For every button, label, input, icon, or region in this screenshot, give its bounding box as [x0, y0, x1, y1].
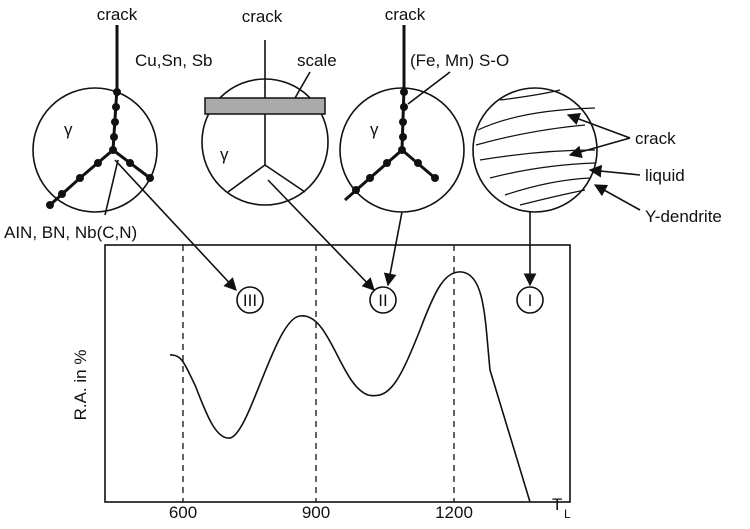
y-axis-label: R.A. in % — [71, 350, 90, 421]
plot-frame — [104, 244, 571, 503]
grain-sketch-3 — [339, 25, 465, 213]
label: crack — [242, 7, 283, 26]
grain-sketch-1 — [32, 25, 158, 213]
axis-end-sub: L — [564, 507, 571, 521]
label: liquid — [645, 166, 685, 185]
axis-end-label: T — [552, 495, 562, 514]
tick-label: 1200 — [435, 503, 473, 522]
label: (Fe, Mn) S-O — [410, 51, 509, 70]
label: γ — [64, 120, 73, 139]
tick-label: 900 — [302, 503, 330, 522]
label: crack — [97, 5, 138, 24]
label: γ — [370, 120, 379, 139]
tick-label: 600 — [169, 503, 197, 522]
grain-sketch-4 — [472, 87, 641, 213]
grain-sketch-2 — [201, 40, 329, 206]
label: crack — [385, 5, 426, 24]
region-markers — [236, 286, 544, 314]
ra-curve — [169, 271, 531, 503]
region-label: II — [378, 291, 387, 310]
label: Y-dendrite — [645, 207, 722, 226]
label: crack — [635, 129, 676, 148]
region-label: I — [528, 291, 533, 310]
label: γ — [220, 145, 229, 164]
region-label: III — [243, 291, 257, 310]
label: scale — [297, 51, 337, 70]
label: Cu,Sn, Sb — [135, 51, 213, 70]
label: AIN, BN, Nb(C,N) — [4, 223, 137, 242]
